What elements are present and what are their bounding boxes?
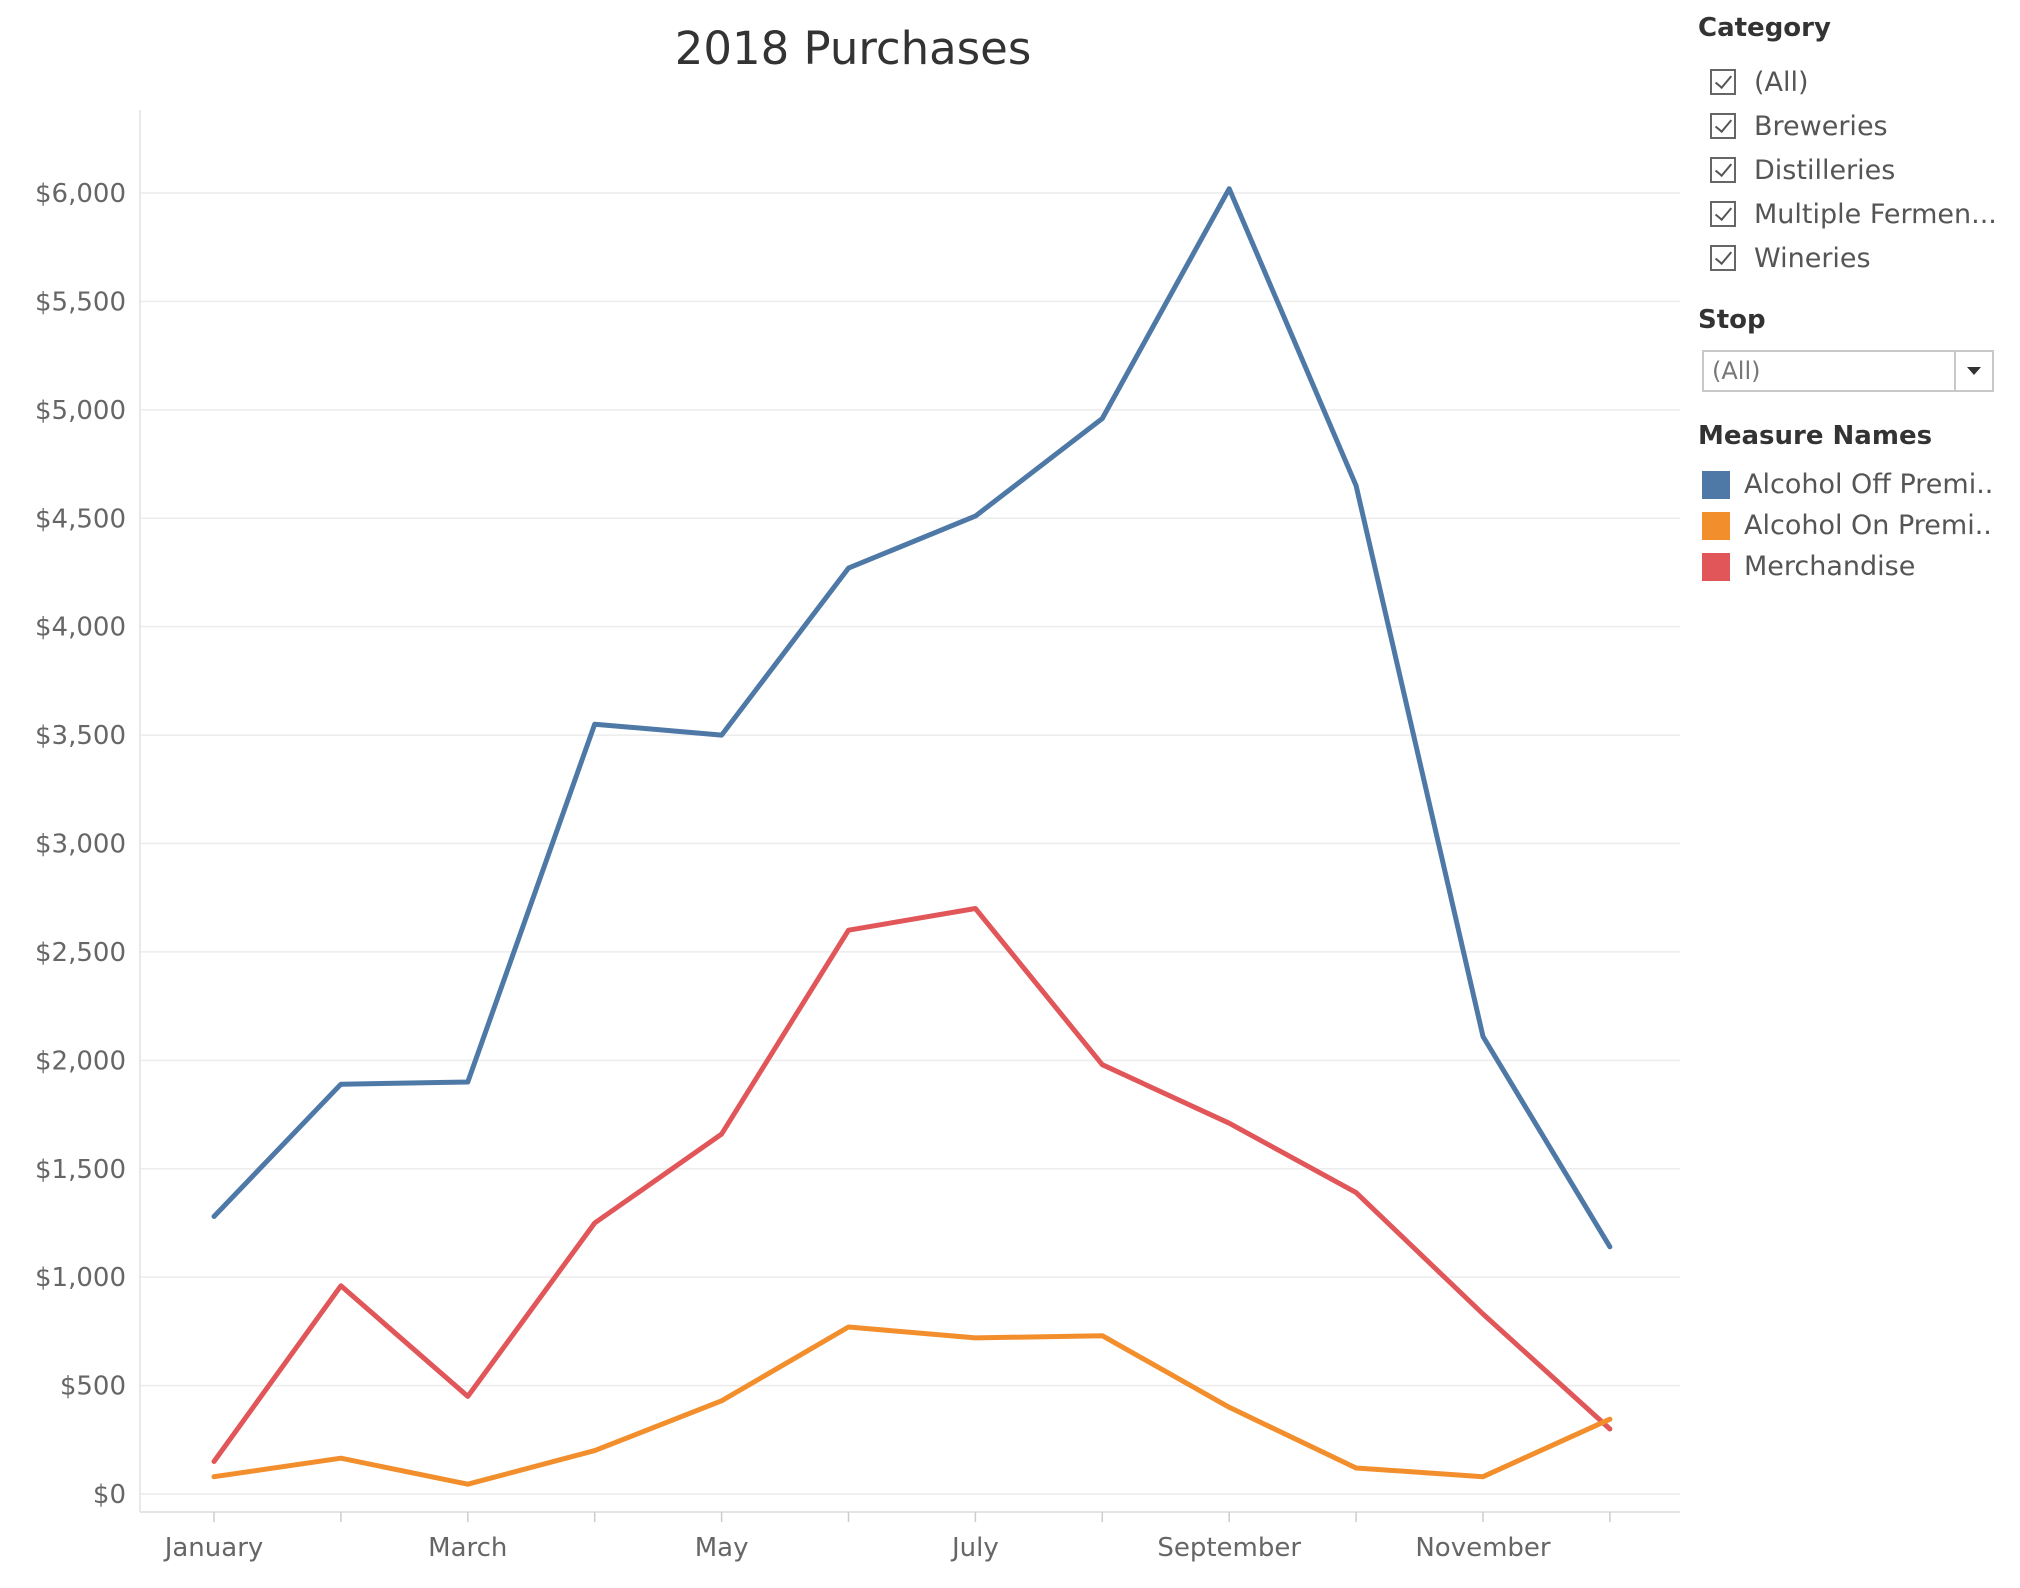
y-tick-label: $0: [93, 1480, 126, 1510]
x-tick-label: March: [428, 1533, 507, 1563]
x-tick-label: September: [1157, 1533, 1301, 1563]
legend-label: Alcohol Off Premi..: [1744, 469, 1994, 500]
x-tick-label: May: [695, 1533, 749, 1563]
y-tick-label: $500: [60, 1372, 126, 1402]
y-tick-label: $6,000: [35, 179, 126, 209]
checkbox-checked-icon[interactable]: [1710, 69, 1736, 95]
legend-swatch: [1702, 552, 1730, 581]
dropdown-arrow-button[interactable]: [1954, 352, 1992, 390]
category-filter-item[interactable]: Wineries: [1710, 236, 1997, 280]
legend-item[interactable]: Alcohol On Premi..: [1702, 505, 1993, 546]
axes: $0 $500 $1,000 $1,500 $2,000 $2,500 $3,000 $3,5…: [35, 110, 1680, 1563]
x-tick-label: November: [1415, 1533, 1551, 1563]
checkbox-checked-icon[interactable]: [1710, 113, 1736, 139]
legend-item[interactable]: Merchandise: [1702, 546, 1993, 587]
category-filter-label: Multiple Fermen...: [1754, 198, 1997, 230]
legend-label: Merchandise: [1744, 551, 1916, 582]
y-tick-label: $4,000: [35, 613, 126, 643]
y-tick-label: $5,500: [35, 287, 126, 317]
category-filter-label: Breweries: [1754, 110, 1888, 142]
category-filter-item[interactable]: Distilleries: [1710, 148, 1997, 192]
chevron-down-icon: [1967, 367, 1981, 375]
chart-title: 2018 Purchases: [675, 22, 1032, 75]
line-chart: $0 $500 $1,000 $1,500 $2,000 $2,500 $3,000 $3,5…: [35, 22, 1680, 1563]
category-filter-item[interactable]: Breweries: [1710, 104, 1997, 148]
legend-swatch: [1702, 511, 1730, 540]
y-tick-label: $3,500: [35, 721, 126, 751]
stop-filter-title: Stop: [1698, 305, 1766, 335]
category-filter-label: Wineries: [1754, 242, 1871, 274]
y-tick-label: $2,500: [35, 938, 126, 968]
legend-swatch: [1702, 470, 1730, 499]
x-tick-label: January: [163, 1533, 264, 1563]
y-tick-label: $1,500: [35, 1155, 126, 1185]
checkbox-checked-icon[interactable]: [1710, 157, 1736, 183]
checkbox-checked-icon[interactable]: [1710, 201, 1736, 227]
category-filter-list: (All) Breweries Distilleries Multiple Ferme…: [1710, 60, 1997, 280]
category-filter-title: Category: [1698, 13, 1831, 43]
checkbox-checked-icon[interactable]: [1710, 245, 1736, 271]
series-line-alcohol-on-premi[interactable]: [211, 1324, 1613, 1487]
legend-item[interactable]: Alcohol Off Premi..: [1702, 464, 1993, 505]
gridlines: [140, 192, 1680, 1495]
y-tick-label: $2,000: [35, 1046, 126, 1076]
y-tick-label: $4,500: [35, 504, 126, 534]
y-tick-label: $1,000: [35, 1263, 126, 1293]
measure-names-title: Measure Names: [1698, 421, 1933, 451]
y-tick-label: $3,000: [35, 830, 126, 860]
x-tick-label: July: [950, 1533, 999, 1563]
category-filter-item[interactable]: (All): [1710, 60, 1997, 104]
stop-dropdown-value: (All): [1712, 357, 1761, 385]
category-filter-label: Distilleries: [1754, 154, 1896, 186]
y-tick-label: $5,000: [35, 396, 126, 426]
legend-label: Alcohol On Premi..: [1744, 510, 1992, 541]
series-lines: [211, 186, 1613, 1487]
stop-dropdown[interactable]: (All): [1702, 350, 1994, 392]
category-filter-label: (All): [1754, 66, 1809, 98]
category-filter-item[interactable]: Multiple Fermen...: [1710, 192, 1997, 236]
series-line-merchandise[interactable]: [211, 906, 1613, 1464]
measure-names-legend: Alcohol Off Premi.. Alcohol On Premi.. Mer…: [1702, 464, 1993, 587]
series-line-alcohol-off-premi[interactable]: [211, 186, 1613, 1250]
